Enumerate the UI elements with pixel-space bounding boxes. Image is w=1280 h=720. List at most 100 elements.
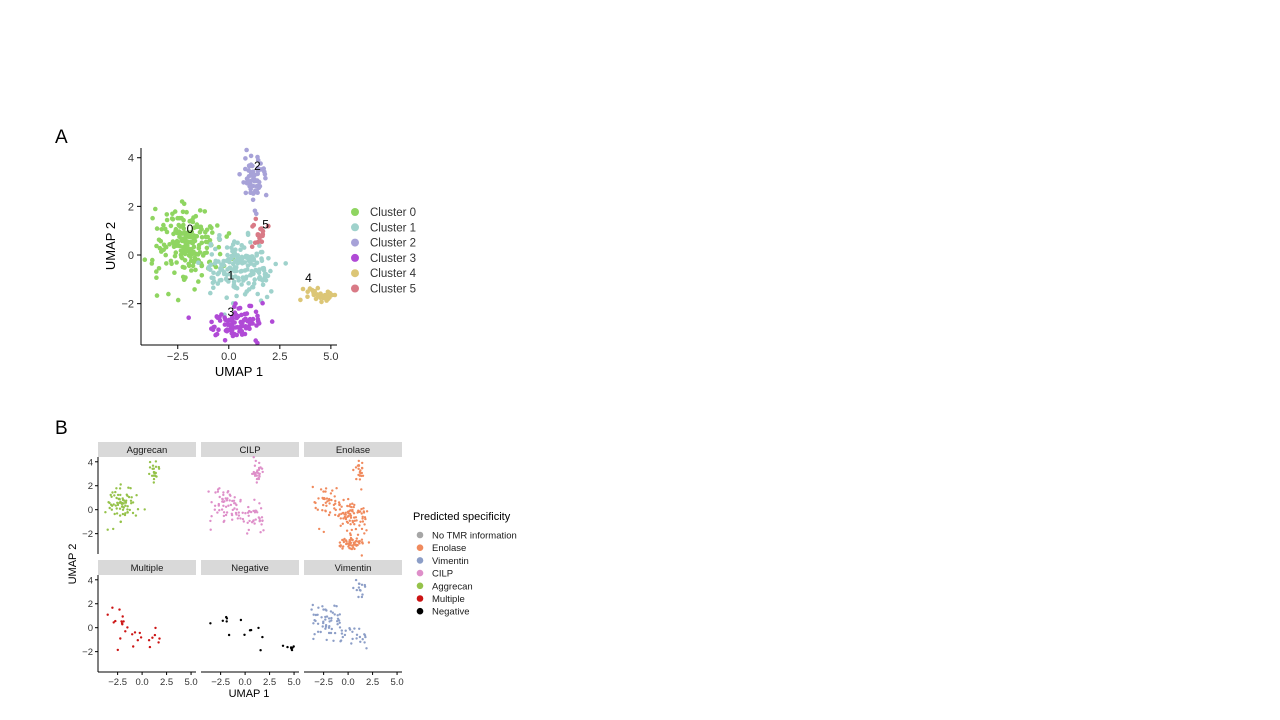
cluster-point xyxy=(234,293,239,299)
cell-point xyxy=(356,511,359,514)
cell-point xyxy=(148,645,152,649)
cluster-point xyxy=(260,300,265,306)
cell-point xyxy=(213,508,216,511)
cluster-point xyxy=(239,282,244,287)
cell-point xyxy=(222,493,225,497)
cluster-point xyxy=(204,227,210,233)
cell-point xyxy=(361,461,364,465)
cell-point xyxy=(225,620,228,623)
cell-point xyxy=(116,648,120,652)
cell-point xyxy=(138,631,141,635)
cell-point xyxy=(260,516,264,519)
cell-point xyxy=(318,527,321,531)
cluster-point xyxy=(175,215,180,221)
cell-point xyxy=(321,496,324,500)
cell-point xyxy=(339,524,342,527)
cell-point xyxy=(255,477,259,481)
cluster-point xyxy=(266,255,271,261)
cell-point xyxy=(130,502,133,505)
facet-cilp: CILP xyxy=(201,442,299,535)
cell-point xyxy=(231,499,234,503)
cell-point xyxy=(344,513,347,516)
cell-point xyxy=(340,505,343,508)
cluster-point xyxy=(229,318,234,323)
cell-point xyxy=(235,508,239,511)
cell-point xyxy=(286,645,289,649)
cell-point xyxy=(329,631,333,635)
cell-point xyxy=(117,497,120,501)
cluster-point xyxy=(263,175,268,181)
cell-point xyxy=(317,606,320,609)
cluster-point xyxy=(269,319,275,324)
cell-point xyxy=(348,519,351,522)
cluster-point xyxy=(206,265,211,270)
cluster-point xyxy=(203,239,209,245)
cluster-point xyxy=(247,183,252,189)
cluster-point xyxy=(211,270,216,276)
cell-point xyxy=(342,545,345,548)
cell-point xyxy=(259,649,262,652)
cell-point xyxy=(351,508,354,512)
cluster-point xyxy=(242,331,248,337)
cell-point xyxy=(365,529,368,532)
cell-point xyxy=(222,491,225,494)
cell-point xyxy=(367,541,371,544)
cell-point xyxy=(258,474,261,477)
x-tick-label: 0.0 xyxy=(341,677,354,688)
cell-point xyxy=(252,456,255,459)
cell-point xyxy=(326,500,329,503)
cell-point xyxy=(154,626,157,630)
cluster-label: 3 xyxy=(227,305,234,319)
cell-point xyxy=(322,503,325,507)
cell-point xyxy=(353,523,356,526)
cell-point xyxy=(129,499,133,502)
cell-point xyxy=(363,532,366,535)
cell-point xyxy=(106,613,109,616)
cell-point xyxy=(321,625,324,628)
cell-point xyxy=(152,481,155,484)
cell-point xyxy=(358,524,361,527)
cluster-point xyxy=(254,251,259,257)
cell-point xyxy=(147,639,151,642)
cell-point xyxy=(114,490,117,494)
cell-point xyxy=(324,618,327,621)
cell-point xyxy=(361,520,365,523)
cluster-point xyxy=(189,268,194,273)
cell-point xyxy=(349,533,352,537)
legend-swatch xyxy=(416,582,424,590)
cell-point xyxy=(360,538,364,541)
cell-point xyxy=(322,530,325,534)
cell-point xyxy=(349,516,353,519)
cell-point xyxy=(118,608,121,611)
cell-point xyxy=(257,477,261,481)
cluster-point xyxy=(241,180,246,185)
cell-point xyxy=(213,504,217,507)
cluster-point xyxy=(250,284,256,290)
cluster-point xyxy=(209,326,214,332)
cluster-point xyxy=(258,249,264,255)
cell-point xyxy=(321,605,324,608)
cell-point xyxy=(324,624,328,627)
cell-point xyxy=(363,634,367,637)
cell-point xyxy=(231,508,234,512)
cell-point xyxy=(112,621,115,624)
cell-point xyxy=(242,520,245,523)
cluster-point xyxy=(237,329,242,334)
cluster-point xyxy=(163,252,168,258)
cell-point xyxy=(340,512,343,515)
cluster-point xyxy=(253,309,259,315)
cluster-point xyxy=(255,340,260,346)
cell-point xyxy=(153,633,157,637)
cell-point xyxy=(225,617,229,620)
cell-point xyxy=(346,504,349,508)
cell-point xyxy=(355,633,359,636)
cell-point xyxy=(114,504,118,507)
cluster-point xyxy=(268,268,273,274)
cluster-point xyxy=(224,327,230,333)
cluster-point xyxy=(248,240,253,245)
cell-point xyxy=(235,513,238,516)
y-axis-title: UMAP 2 xyxy=(103,222,118,270)
y-tick-label: 0 xyxy=(88,623,93,634)
cell-point xyxy=(131,633,134,636)
